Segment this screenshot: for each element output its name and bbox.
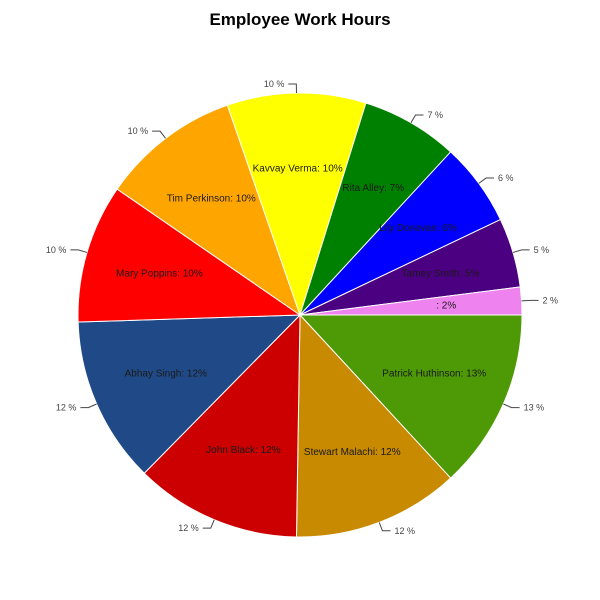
slice-unnamed-percent-label: 2 % xyxy=(543,295,559,305)
slice-john-black-leader-line xyxy=(202,519,215,529)
slice-kavvay-verma-percent-label: 10 % xyxy=(264,79,285,89)
slice-tamey-smith-percent-label: 5 % xyxy=(534,245,550,255)
slice-stewart-malachi-label: Stewart Malachi: 12% xyxy=(304,447,401,458)
slice-patrick-huthinson[interactable] xyxy=(298,314,523,479)
slice-mary-poppins-label: Mary Poppins: 10% xyxy=(116,269,203,280)
slice-stewart-malachi-percent-label: 12 % xyxy=(394,526,415,536)
slice-kavvay-verma-label: Kavvay Verma: 10% xyxy=(253,163,343,174)
slice-rita-alley-leader-line xyxy=(410,114,424,123)
slice-lily-donovan-label: Lily Donovan: 6% xyxy=(379,223,457,234)
slice-patrick-huthinson-label: Patrick Huthinson: 13% xyxy=(382,369,486,380)
slice-tim-perkinson-label: Tim Perkinson: 10% xyxy=(167,193,256,204)
slice-rita-alley-label: Rita Alley: 7% xyxy=(342,183,404,194)
slice-patrick-huthinson-percent-label: 13 % xyxy=(524,403,545,413)
slice-abhay-singh[interactable] xyxy=(77,314,302,474)
slice-mary-poppins[interactable] xyxy=(77,188,302,323)
slice-abhay-singh-percent-label: 12 % xyxy=(56,403,77,413)
slice-lily-donovan-leader-line xyxy=(478,177,495,184)
slice-abhay-singh-label: Abhay Singh: 12% xyxy=(125,369,207,380)
slice-stewart-malachi[interactable] xyxy=(295,313,452,538)
slice-tim-perkinson[interactable] xyxy=(116,104,301,317)
slice-mary-poppins-percent-label: 10 % xyxy=(46,245,67,255)
slice-tim-perkinson-leader-line xyxy=(152,130,166,139)
chart-title: Employee Work Hours xyxy=(209,10,391,29)
slice-tamey-smith-label: Tamey Smith: 5% xyxy=(402,269,480,280)
slice-kavvay-verma-leader-line xyxy=(288,83,297,94)
slice-lily-donovan-percent-label: 6 % xyxy=(498,173,514,183)
slice-patrick-huthinson-leader-line xyxy=(503,403,520,409)
slice-tamey-smith-leader-line xyxy=(512,249,530,253)
slice-mary-poppins-leader-line xyxy=(70,249,88,253)
slice-abhay-singh-leader-line xyxy=(80,403,97,409)
slice-kavvay-verma[interactable] xyxy=(226,92,367,317)
slice-unnamed-leader-line xyxy=(521,299,539,302)
slice-john-black-label: John Black: 12% xyxy=(206,445,281,456)
slice-rita-alley-percent-label: 7 % xyxy=(428,110,444,120)
slice-stewart-malachi-leader-line xyxy=(378,522,391,532)
slice-tim-perkinson-percent-label: 10 % xyxy=(128,126,149,136)
slice-unnamed-label: : 2% xyxy=(436,301,456,312)
slice-john-black-percent-label: 12 % xyxy=(178,523,199,533)
slice-john-black[interactable] xyxy=(143,313,301,538)
